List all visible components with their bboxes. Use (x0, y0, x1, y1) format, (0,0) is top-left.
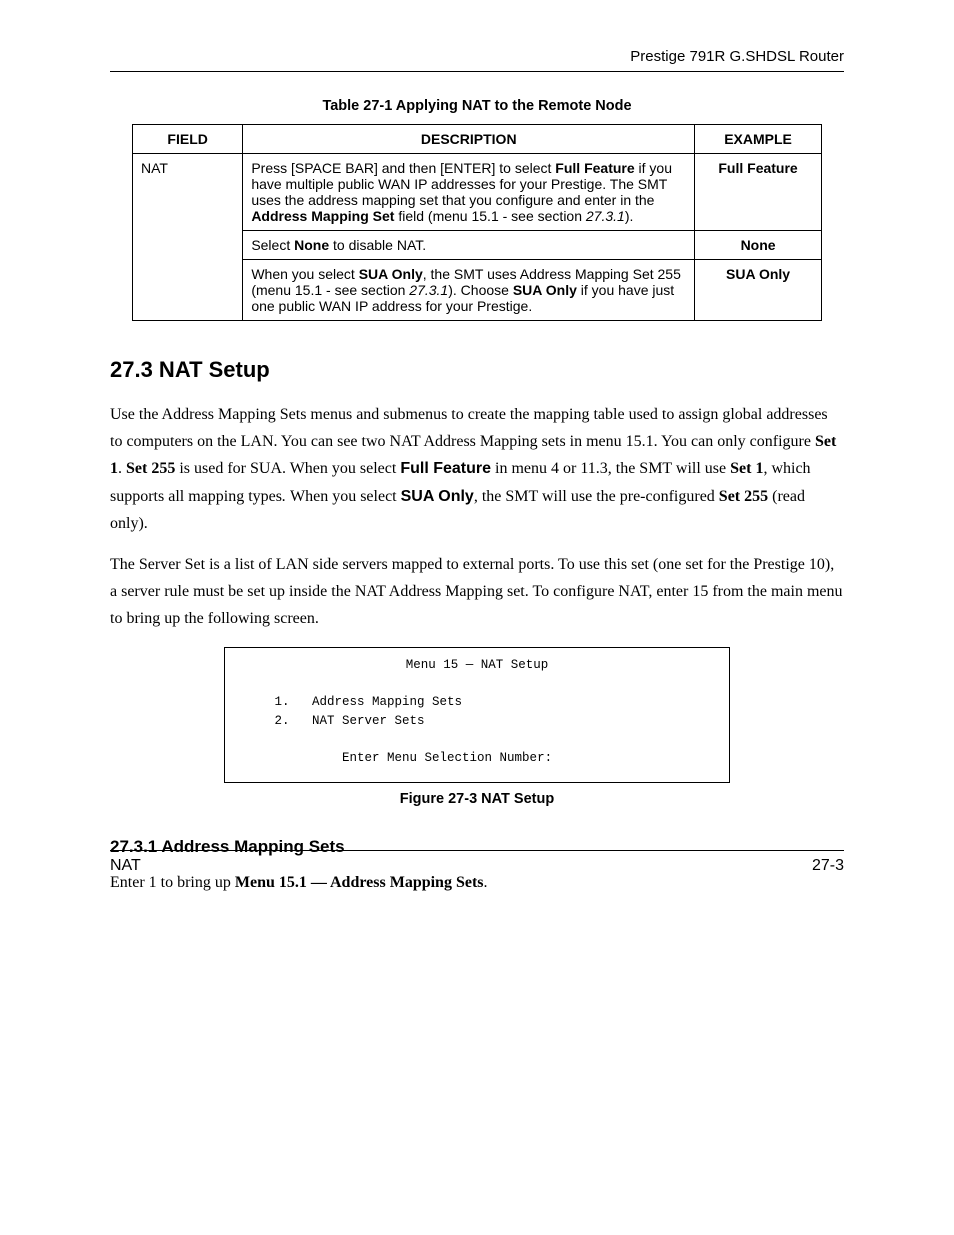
body-paragraph: The Server Set is a list of LAN side ser… (110, 551, 844, 633)
desc-cell: Select None to disable NAT. (243, 231, 695, 260)
table-header-row: FIELD DESCRIPTION EXAMPLE (133, 125, 822, 154)
figure-caption: Figure 27-3 NAT Setup (110, 791, 844, 807)
field-cell: NAT (133, 154, 243, 321)
desc-cell: Press [SPACE BAR] and then [ENTER] to se… (243, 154, 695, 231)
nat-table: FIELD DESCRIPTION EXAMPLE NAT Press [SPA… (132, 124, 822, 321)
screen-prompt: Enter Menu Selection Number: (342, 751, 552, 765)
desc-cell: When you select SUA Only, the SMT uses A… (243, 260, 695, 321)
col-header-field: FIELD (133, 125, 243, 154)
footer-right: 27-3 (812, 857, 844, 875)
page-footer: NAT 27-3 (110, 850, 844, 875)
table-caption: Table 27-1 Applying NAT to the Remote No… (110, 98, 844, 114)
footer-left: NAT (110, 857, 141, 875)
example-cell: SUA Only (695, 260, 822, 321)
section-heading: 27.3 NAT Setup (110, 357, 844, 383)
table-row: NAT Press [SPACE BAR] and then [ENTER] t… (133, 154, 822, 231)
col-header-description: DESCRIPTION (243, 125, 695, 154)
product-name: Prestige 791R G.SHDSL Router (630, 48, 844, 65)
document-page: Prestige 791R G.SHDSL Router Table 27-1 … (0, 0, 954, 1235)
example-cell: Full Feature (695, 154, 822, 231)
col-header-example: EXAMPLE (695, 125, 822, 154)
screen-title: Menu 15 — NAT Setup (237, 656, 717, 675)
body-paragraph: Use the Address Mapping Sets menus and s… (110, 401, 844, 537)
screen-line: 1. Address Mapping Sets (275, 695, 463, 709)
terminal-screen: Menu 15 — NAT Setup 1. Address Mapping S… (224, 647, 730, 784)
screen-line: 2. NAT Server Sets (275, 714, 425, 728)
page-header: Prestige 791R G.SHDSL Router (110, 48, 844, 72)
example-cell: None (695, 231, 822, 260)
